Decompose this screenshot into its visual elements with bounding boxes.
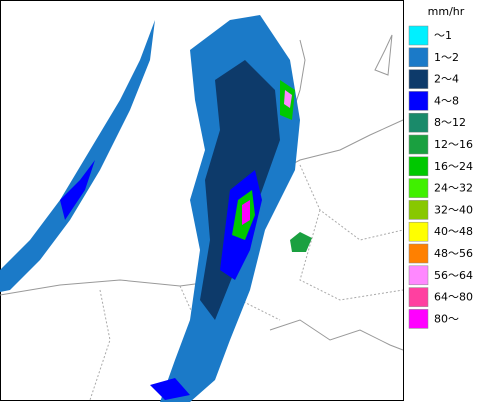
rain-area [242,200,250,225]
legend-swatch [408,200,429,220]
legend-label: 2～4 [434,73,459,86]
legend-swatch [408,134,429,155]
legend-swatch [408,243,429,264]
island [374,34,393,76]
legend-swatch [408,287,429,307]
legend-label: 56～64 [434,269,473,282]
legend-swatch [408,221,429,242]
legend-swatch [408,265,429,286]
rain-area [290,232,312,252]
legend-label: 48～56 [434,247,473,260]
legend-label: ～1 [434,29,452,42]
rain-area [150,378,190,400]
rain-area [0,20,155,292]
legend-label: 12～16 [434,138,473,151]
legend-label: 4～8 [434,94,459,107]
legend-label: 1～2 [434,51,459,64]
legend: mm/hr ～1 1～2 2～4 4～8 8～12 12～16 16～24 24～32 32～4… [408,5,473,329]
legend-swatch [408,25,429,46]
legend-label: 8～12 [434,116,466,129]
legend-label: 24～32 [434,182,473,195]
rain-area [60,160,95,220]
coastline [269,319,404,351]
legend-label: 64～80 [434,291,473,304]
map [0,0,404,402]
legend-swatch [408,69,429,89]
rain-area [284,90,292,108]
legend-swatch [408,47,429,68]
legend-label: 32～40 [434,203,473,216]
legend-title: mm/hr [428,5,465,18]
legend-swatch [408,156,429,177]
legend-swatch [408,309,429,329]
prefecture-border [89,164,404,401]
legend-swatch [408,112,429,133]
legend-label: 40～48 [434,225,473,238]
legend-swatch [408,178,429,198]
legend-label: 80～ [434,312,459,325]
legend-swatch [408,91,429,111]
legend-label: 16～24 [434,160,473,173]
